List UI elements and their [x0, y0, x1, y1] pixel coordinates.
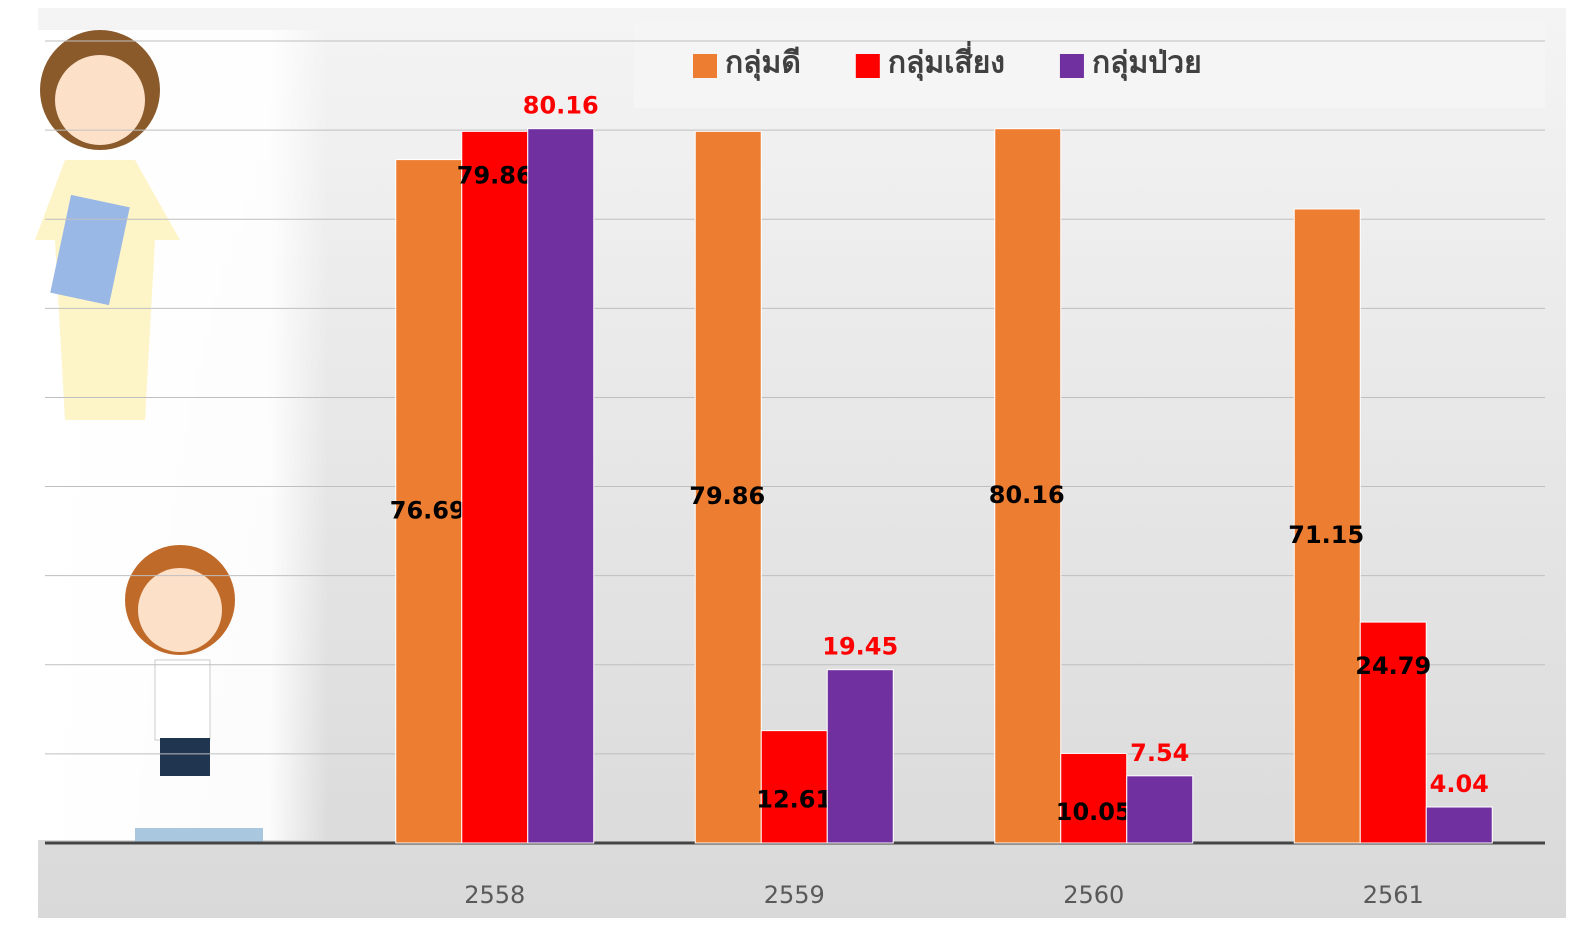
data-label: 79.86	[689, 482, 765, 510]
bar	[1060, 752, 1128, 844]
legend-swatch	[693, 54, 717, 78]
data-label: 19.45	[822, 633, 898, 661]
bar	[1359, 621, 1427, 844]
legend-box	[634, 22, 1545, 108]
data-label: 24.79	[1355, 652, 1431, 680]
data-label: 71.15	[1288, 521, 1364, 549]
bar	[826, 669, 894, 844]
data-label: 10.05	[1056, 798, 1132, 826]
data-label: 80.16	[523, 92, 599, 120]
illustration	[35, 30, 263, 842]
bar	[1425, 806, 1493, 844]
bar	[1126, 775, 1194, 844]
bar	[994, 128, 1062, 844]
bar	[760, 730, 828, 844]
data-label: 76.69	[390, 496, 466, 524]
x-tick-label: 2559	[764, 881, 825, 909]
bar	[395, 159, 463, 844]
x-tick-label: 2560	[1063, 881, 1124, 909]
data-label: 80.16	[989, 481, 1065, 509]
legend-swatch	[1059, 54, 1084, 78]
legend-label: กลุ่มป่วย	[1092, 46, 1202, 82]
legend-swatch	[855, 54, 880, 78]
data-label: 12.61	[756, 786, 832, 814]
data-label: 7.54	[1130, 739, 1189, 767]
bar	[461, 130, 529, 844]
legend-label: กลุ่มดี	[725, 46, 801, 82]
bar	[527, 128, 595, 844]
x-tick-label: 2561	[1363, 881, 1424, 909]
data-label: 79.86	[457, 161, 533, 189]
bar	[1293, 208, 1361, 844]
legend-label: กลุ่มเสี่ยง	[888, 41, 1005, 82]
x-tick-label: 2558	[464, 881, 525, 909]
data-label: 4.04	[1430, 770, 1489, 798]
bar	[694, 130, 762, 844]
